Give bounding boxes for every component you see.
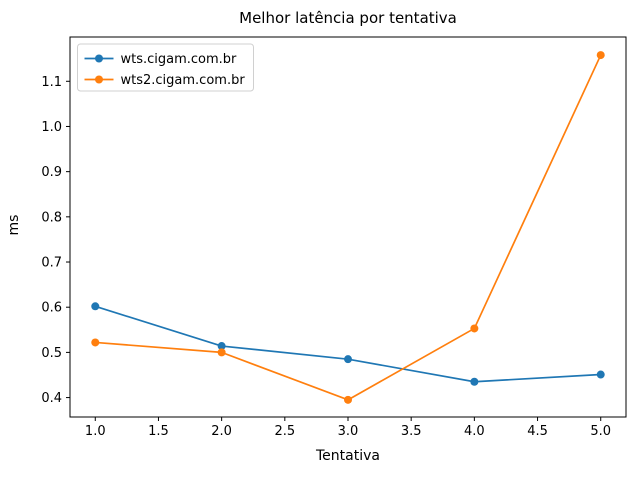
y-tick-label: 0.9 [41,165,62,180]
y-tick-label: 0.4 [41,391,62,406]
x-axis-label: Tentativa [316,448,380,464]
x-tick-label: 3.5 [401,424,422,439]
series-line [95,54,602,401]
x-tick-label: 4.0 [464,424,485,439]
legend-marker [95,75,103,84]
y-tick-label: 0.6 [41,301,62,316]
y-tick-label: 0.5 [41,346,62,361]
data-point-marker [217,342,226,351]
y-axis-label: ms [6,214,22,236]
y-tick-label: 0.7 [41,256,62,271]
data-point-marker [470,377,479,386]
legend-label: wts2.cigam.com.br [121,73,246,88]
data-point-marker [344,395,352,404]
legend-box [77,43,254,92]
data-point-marker [91,338,100,347]
x-tick-label: 2.5 [274,424,295,439]
x-tick-label: 2.0 [211,424,232,439]
data-point-marker [596,370,605,379]
chart-title: Melhor latência por tentativa [239,9,457,27]
x-tick-label: 3.0 [338,424,359,439]
data-point-marker [596,51,605,60]
x-tick-label: 5.0 [590,424,611,439]
x-tick-label: 1.5 [148,424,169,439]
series-line [95,305,601,383]
legend-label: wts.cigam.com.br [121,52,238,67]
data-point-marker [344,355,352,364]
data-point-marker [470,324,479,333]
data-point-marker [217,348,226,357]
y-tick-label: 0.8 [41,210,62,225]
x-tick-label: 4.5 [527,424,548,439]
data-point-marker [91,302,100,311]
y-tick-label: 1.0 [41,120,62,135]
x-tick-label: 1.0 [85,424,106,439]
y-tick-label: 1.1 [41,75,62,90]
legend-marker [95,54,103,63]
